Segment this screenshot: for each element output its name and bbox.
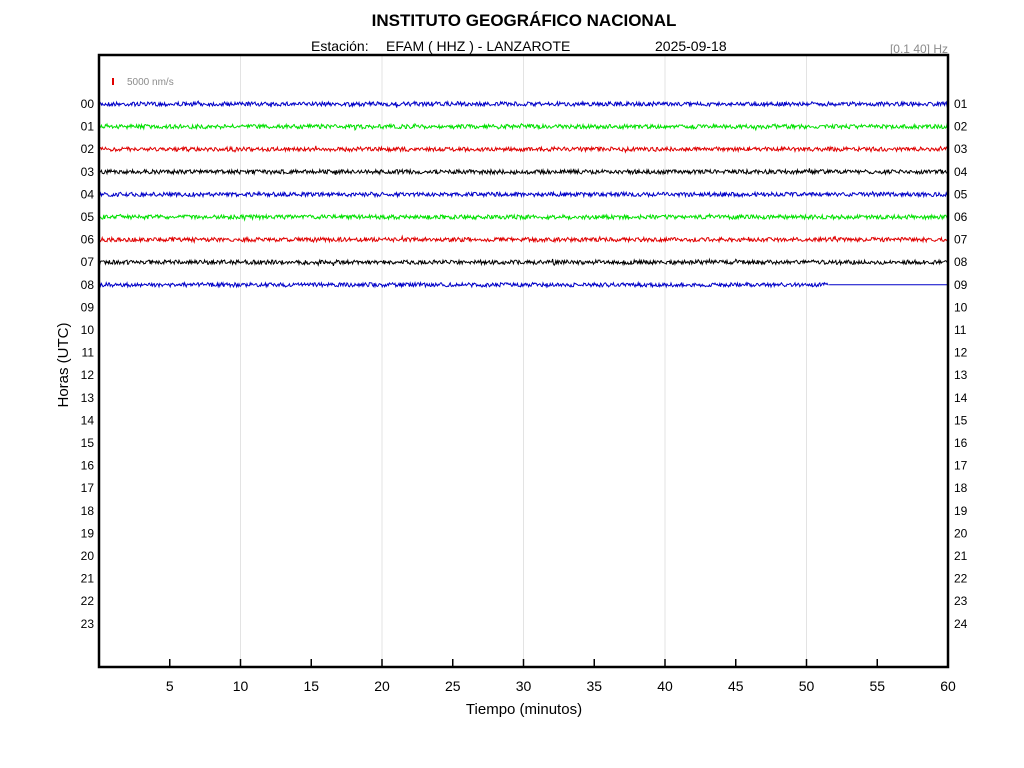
x-tick-label: 50 bbox=[799, 678, 815, 694]
hour-label-right: 18 bbox=[954, 481, 968, 495]
trace-hour-03 bbox=[98, 167, 949, 176]
hour-label-right: 01 bbox=[954, 97, 968, 111]
trace-hour-02 bbox=[98, 145, 949, 154]
hour-label-left: 00 bbox=[81, 97, 95, 111]
hour-label-right: 12 bbox=[954, 346, 968, 360]
left-hour-labels: 00 01 02 03 04 05 06 07 08 09 10 11 12 13 14 15 16 17 18 19… bbox=[81, 97, 95, 631]
hour-label-left: 06 bbox=[81, 233, 95, 247]
hour-label-left: 12 bbox=[81, 368, 95, 382]
trace-hour-07 bbox=[98, 257, 948, 267]
hour-label-left: 21 bbox=[81, 572, 95, 586]
right-hour-labels: 01 02 03 04 05 06 07 08 09 10 11 12 13 14 15 16 17 18 19 20… bbox=[954, 97, 968, 631]
x-tick-label: 5 bbox=[166, 678, 174, 694]
hour-label-right: 20 bbox=[954, 526, 968, 540]
hour-label-right: 19 bbox=[954, 504, 968, 518]
x-tick-label: 25 bbox=[445, 678, 461, 694]
hour-label-left: 13 bbox=[81, 391, 95, 405]
hour-label-left: 18 bbox=[81, 504, 95, 518]
scale-bar-label: 5000 nm/s bbox=[127, 77, 174, 88]
record-date: 2025-09-18 bbox=[655, 38, 727, 54]
x-tick-label: 30 bbox=[516, 678, 532, 694]
x-tick-label: 35 bbox=[586, 678, 602, 694]
plot-frame bbox=[97, 53, 950, 669]
trace-hour-08 bbox=[98, 280, 829, 289]
hour-label-left: 08 bbox=[81, 278, 95, 292]
hour-label-left: 23 bbox=[81, 617, 95, 631]
hour-label-left: 09 bbox=[81, 300, 95, 314]
hour-label-right: 15 bbox=[954, 413, 968, 427]
station-name: EFAM ( HHZ ) - LANZAROTE bbox=[386, 38, 570, 54]
hour-label-left: 03 bbox=[81, 165, 95, 179]
trace-hour-05 bbox=[98, 212, 949, 222]
hour-label-right: 04 bbox=[954, 165, 968, 179]
x-axis-ticks: 5 10 15 20 25 30 35 40 45 50 55 60 bbox=[166, 659, 956, 694]
hour-label-left: 16 bbox=[81, 459, 95, 473]
hour-label-right: 14 bbox=[954, 391, 968, 405]
hour-label-left: 10 bbox=[81, 323, 95, 337]
hour-label-right: 23 bbox=[954, 594, 968, 608]
trace-hour-01 bbox=[98, 122, 949, 132]
seismic-traces bbox=[98, 100, 949, 289]
hour-label-left: 19 bbox=[81, 526, 95, 540]
hour-label-right: 09 bbox=[954, 278, 968, 292]
x-tick-label: 40 bbox=[657, 678, 673, 694]
y-axis-label: Horas (UTC) bbox=[55, 322, 72, 407]
hour-label-left: 02 bbox=[81, 142, 95, 156]
x-axis-label: Tiempo (minutos) bbox=[466, 701, 582, 718]
trace-hour-00 bbox=[98, 100, 949, 108]
x-tick-label: 15 bbox=[303, 678, 319, 694]
frequency-band: [0.1 40] Hz bbox=[890, 42, 948, 56]
hour-label-left: 22 bbox=[81, 594, 95, 608]
vertical-gridlines bbox=[240, 55, 807, 667]
hour-label-right: 17 bbox=[954, 459, 968, 473]
hour-label-right: 03 bbox=[954, 142, 968, 156]
hour-label-right: 11 bbox=[954, 323, 967, 337]
hour-label-right: 02 bbox=[954, 120, 968, 134]
hour-label-left: 11 bbox=[82, 346, 95, 360]
x-tick-label: 60 bbox=[940, 678, 956, 694]
station-prefix: Estación: bbox=[311, 38, 369, 54]
hour-label-right: 08 bbox=[954, 255, 968, 269]
x-tick-label: 45 bbox=[728, 678, 744, 694]
trace-hour-04 bbox=[98, 190, 949, 199]
hour-label-right: 13 bbox=[954, 368, 968, 382]
hour-label-right: 07 bbox=[954, 233, 968, 247]
hour-label-left: 07 bbox=[81, 255, 95, 269]
x-tick-label: 55 bbox=[869, 678, 885, 694]
hour-label-right: 16 bbox=[954, 436, 968, 450]
x-tick-label: 10 bbox=[233, 678, 249, 694]
hour-label-right: 21 bbox=[954, 549, 968, 563]
hour-label-right: 22 bbox=[954, 572, 968, 586]
hour-label-right: 24 bbox=[954, 617, 968, 631]
hour-label-left: 01 bbox=[81, 120, 95, 134]
hour-label-left: 17 bbox=[81, 481, 95, 495]
trace-hour-06 bbox=[98, 234, 949, 245]
hour-label-right: 05 bbox=[954, 187, 968, 201]
hour-label-left: 20 bbox=[81, 549, 95, 563]
hour-label-left: 04 bbox=[81, 187, 95, 201]
hour-label-left: 15 bbox=[81, 436, 95, 450]
chart-title: INSTITUTO GEOGRÁFICO NACIONAL bbox=[372, 11, 677, 30]
x-tick-label: 20 bbox=[374, 678, 390, 694]
hour-label-right: 06 bbox=[954, 210, 968, 224]
hour-label-left: 05 bbox=[81, 210, 95, 224]
hour-label-right: 10 bbox=[954, 300, 968, 314]
hour-label-left: 14 bbox=[81, 413, 95, 427]
